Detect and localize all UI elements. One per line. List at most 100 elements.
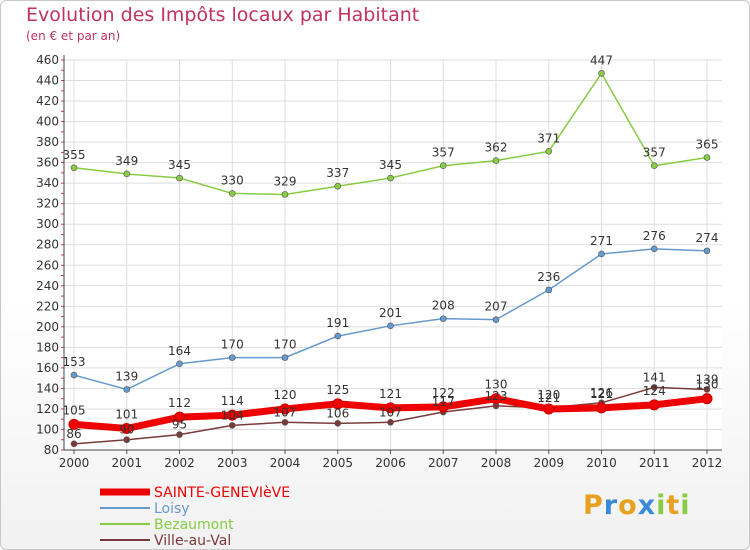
data-label: 139 bbox=[115, 369, 138, 383]
logo-letter: t bbox=[666, 490, 681, 521]
data-point bbox=[176, 174, 183, 182]
data-label: 447 bbox=[590, 53, 613, 67]
data-point bbox=[281, 354, 289, 361]
data-point bbox=[279, 403, 291, 415]
y-tick-label: 440 bbox=[36, 74, 59, 88]
data-label: 329 bbox=[274, 174, 297, 188]
data-point bbox=[545, 286, 553, 294]
data-label: 107 bbox=[379, 405, 402, 419]
chart-subtitle: (en € et par an) bbox=[26, 29, 121, 43]
data-label: 130 bbox=[696, 378, 719, 392]
data-label: 362 bbox=[485, 141, 508, 155]
y-tick-label: 460 bbox=[36, 53, 59, 67]
data-label: 141 bbox=[643, 370, 666, 384]
data-label: 236 bbox=[537, 270, 560, 284]
legend-label: Bezaumont bbox=[154, 517, 234, 533]
data-label: 121 bbox=[537, 391, 560, 405]
logo-letter: x bbox=[637, 490, 657, 521]
chart-title: Evolution des Impôts locaux par Habitant bbox=[26, 4, 420, 26]
data-point bbox=[387, 322, 394, 330]
data-point bbox=[650, 245, 658, 253]
data-point bbox=[703, 154, 711, 161]
data-label: 371 bbox=[537, 131, 560, 145]
data-point bbox=[439, 315, 447, 322]
data-point bbox=[228, 354, 236, 361]
series-bezaumont bbox=[70, 70, 711, 198]
y-tick-label: 260 bbox=[36, 258, 59, 272]
x-tick-label: 2012 bbox=[692, 456, 723, 470]
data-label: 106 bbox=[326, 406, 349, 420]
data-point bbox=[123, 170, 131, 178]
data-point bbox=[650, 162, 658, 170]
data-point bbox=[492, 157, 500, 164]
data-point bbox=[598, 70, 605, 77]
y-tick-label: 280 bbox=[36, 238, 59, 252]
data-point bbox=[226, 409, 238, 421]
data-point bbox=[545, 148, 553, 155]
data-label: 345 bbox=[379, 158, 402, 172]
data-label: 101 bbox=[115, 407, 138, 421]
data-point bbox=[176, 431, 183, 438]
data-point bbox=[437, 401, 449, 413]
y-tick-label: 240 bbox=[36, 279, 59, 293]
data-point bbox=[439, 162, 447, 170]
data-label: 124 bbox=[643, 384, 666, 398]
data-point bbox=[70, 164, 78, 172]
data-label: 121 bbox=[590, 387, 613, 401]
y-tick-label: 320 bbox=[36, 197, 59, 211]
x-tick-label: 2009 bbox=[533, 456, 564, 470]
data-label: 201 bbox=[379, 306, 402, 320]
y-tick-label: 300 bbox=[36, 217, 59, 231]
x-tick-label: 2010 bbox=[586, 456, 617, 470]
data-point bbox=[332, 398, 344, 410]
data-point bbox=[387, 418, 394, 426]
data-point bbox=[228, 422, 236, 429]
data-point bbox=[387, 174, 394, 182]
series-loisy bbox=[70, 245, 711, 393]
x-tick-label: 2006 bbox=[375, 456, 406, 470]
data-label: 117 bbox=[432, 395, 455, 409]
data-point bbox=[334, 420, 342, 427]
x-tick-label: 2000 bbox=[59, 456, 90, 470]
x-tick-label: 2011 bbox=[639, 456, 670, 470]
data-label: 170 bbox=[274, 338, 297, 352]
data-point bbox=[123, 386, 131, 393]
data-label: 126 bbox=[590, 386, 613, 400]
x-tick-label: 2008 bbox=[481, 456, 512, 470]
data-point bbox=[68, 418, 80, 430]
data-label: 208 bbox=[432, 299, 455, 313]
data-point bbox=[490, 393, 502, 405]
data-label: 125 bbox=[326, 383, 349, 397]
data-point bbox=[123, 436, 131, 444]
data-point bbox=[543, 403, 555, 415]
y-tick-label: 160 bbox=[36, 361, 59, 375]
data-label: 345 bbox=[168, 158, 191, 172]
data-point bbox=[385, 402, 396, 414]
data-label: 112 bbox=[168, 396, 191, 410]
data-point bbox=[334, 182, 342, 190]
data-label: 107 bbox=[274, 405, 297, 419]
data-label: 105 bbox=[63, 403, 86, 417]
x-tick-label: 2005 bbox=[322, 456, 353, 470]
data-label: 170 bbox=[221, 338, 244, 352]
data-label: 95 bbox=[172, 418, 187, 432]
data-label: 357 bbox=[643, 146, 666, 160]
data-label: 349 bbox=[115, 154, 138, 168]
data-label: 153 bbox=[63, 355, 86, 369]
x-tick-label: 2004 bbox=[270, 456, 301, 470]
data-label: 276 bbox=[643, 229, 666, 243]
y-tick-label: 220 bbox=[36, 299, 59, 313]
logo-letter: i bbox=[680, 490, 691, 521]
data-label: 130 bbox=[485, 378, 508, 392]
data-label: 357 bbox=[432, 146, 455, 160]
y-tick-label: 360 bbox=[36, 156, 59, 170]
data-label: 271 bbox=[590, 234, 613, 248]
data-label: 164 bbox=[168, 344, 191, 358]
legend-label: SAINTE-GENEVIèVE bbox=[154, 485, 290, 501]
data-label: 123 bbox=[485, 389, 508, 403]
data-point bbox=[648, 399, 660, 411]
data-label: 337 bbox=[326, 166, 349, 180]
data-label: 121 bbox=[379, 387, 402, 401]
y-tick-label: 340 bbox=[36, 176, 59, 190]
